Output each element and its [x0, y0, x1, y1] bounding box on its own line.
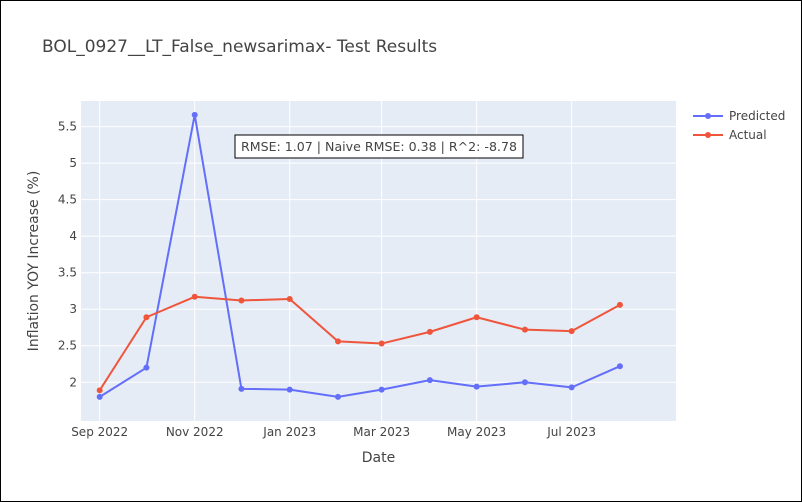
data-point-predicted: [473, 383, 480, 390]
data-point-predicted: [96, 393, 103, 400]
annotation-box: [234, 134, 524, 159]
y-tick-label: 2: [69, 375, 77, 389]
legend[interactable]: Predicted Actual: [693, 109, 785, 142]
x-axis-title: Date: [362, 450, 395, 466]
y-tick-label: 5.5: [58, 120, 77, 134]
data-point-actual: [426, 328, 433, 335]
x-tick-label: Jul 2023: [546, 425, 596, 439]
legend-item-actual[interactable]: Actual: [693, 128, 767, 142]
series-layer: [96, 111, 623, 400]
data-point-actual: [616, 301, 623, 308]
data-point-actual: [143, 314, 150, 321]
data-point-actual: [286, 295, 293, 302]
annotation-text: RMSE: 1.07 | Naive RMSE: 0.38 | R^2: -8.…: [241, 140, 517, 154]
grid: [81, 101, 676, 421]
data-point-predicted: [286, 386, 293, 393]
data-point-predicted: [143, 364, 150, 371]
legend-item-predicted[interactable]: Predicted: [693, 109, 785, 123]
legend-marker-icon: [705, 132, 711, 138]
series-line-predicted: [99, 113, 621, 398]
chart-title: BOL_0927__LT_False_newsarimax- Test Resu…: [42, 37, 437, 57]
data-point-actual: [335, 338, 342, 345]
legend-marker-icon: [705, 113, 711, 119]
data-point-predicted: [378, 386, 385, 393]
y-tick-label: 4: [69, 229, 77, 243]
annotation: RMSE: 1.07 | Naive RMSE: 0.38 | R^2: -8.…: [234, 134, 524, 159]
data-point-actual: [568, 328, 575, 335]
x-tick-label: Sep 2022: [71, 425, 128, 439]
y-tick-labels: 2 2.5 3 3.5 4 4.5 5 5.5: [58, 120, 77, 390]
x-tick-label: Mar 2023: [353, 425, 410, 439]
legend-label: Actual: [729, 128, 767, 142]
x-tick-label: Jan 2023: [262, 425, 316, 439]
data-point-actual: [473, 314, 480, 321]
data-point-actual: [378, 340, 385, 347]
y-tick-label: 3.5: [58, 266, 77, 280]
data-point-actual: [96, 387, 103, 394]
x-tick-labels: Sep 2022 Nov 2022 Jan 2023 Mar 2023 May 2023…: [71, 425, 596, 439]
x-tick-label: May 2023: [447, 425, 506, 439]
data-point-actual: [521, 326, 528, 333]
data-point-predicted: [616, 363, 623, 370]
data-point-predicted: [238, 385, 245, 392]
legend-label: Predicted: [729, 109, 785, 123]
y-tick-label: 2.5: [58, 339, 77, 353]
data-point-predicted: [521, 379, 528, 386]
series-line-actual: [98, 295, 621, 391]
y-tick-label: 4.5: [58, 193, 77, 207]
data-point-predicted: [426, 377, 433, 384]
y-tick-label: 5: [69, 156, 77, 170]
data-point-actual: [238, 297, 245, 304]
y-tick-label: 3: [69, 302, 77, 316]
x-tick-label: Nov 2022: [166, 425, 224, 439]
data-point-actual: [191, 293, 198, 300]
data-point-predicted: [191, 111, 198, 118]
data-point-predicted: [335, 393, 342, 400]
data-point-predicted: [568, 384, 575, 391]
y-axis-title: Inflation YOY Increase (%): [26, 171, 42, 352]
